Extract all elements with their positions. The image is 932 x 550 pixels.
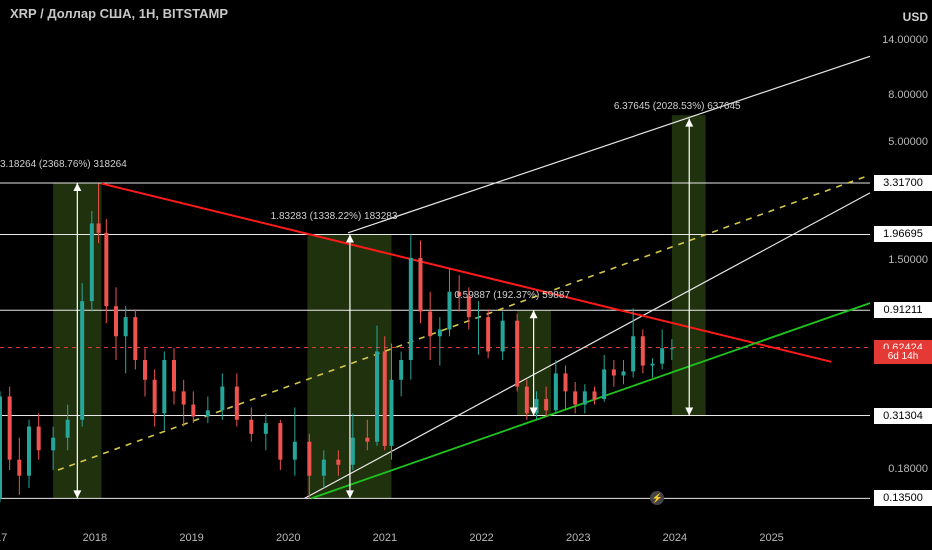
candle-body: [390, 380, 394, 446]
candle-body: [409, 258, 413, 360]
candle-body: [191, 405, 195, 417]
candle-body: [162, 360, 166, 413]
candle-body: [124, 317, 128, 336]
x-year-label: 2022: [469, 532, 493, 544]
ticker-label: XRP / Доллар США, 1Н, BITSTAMP: [10, 6, 228, 21]
candle-body: [651, 364, 655, 366]
candle-body: [206, 410, 210, 416]
candle-body: [153, 380, 157, 414]
candle-body: [220, 387, 224, 411]
price-tag: 0.13500: [874, 490, 932, 506]
candle-body: [583, 391, 587, 404]
candle-body: [365, 438, 369, 442]
candle-body: [264, 423, 268, 434]
y-tick-label: 5.00000: [888, 136, 928, 148]
x-year-label: 2019: [179, 532, 203, 544]
candle-body: [477, 317, 481, 318]
candle-body: [515, 321, 519, 387]
candle-body: [66, 420, 70, 438]
candle-body: [249, 420, 253, 434]
candle-body: [554, 373, 558, 410]
candle-body: [27, 427, 31, 476]
measure-annotation: 1.83283 (1338.22%) 183283: [271, 211, 398, 222]
candle-body: [351, 438, 355, 465]
y-tick-label: 14.00000: [882, 34, 928, 46]
candle-body: [622, 371, 626, 375]
candle-body: [525, 387, 529, 414]
candle-body: [114, 306, 118, 336]
candle-body: [573, 391, 577, 404]
x-year-label: 2021: [373, 532, 397, 544]
candle-body: [80, 301, 84, 420]
y-tick-label: 1.50000: [888, 254, 928, 266]
candle-body: [631, 336, 635, 371]
candle-body: [660, 348, 664, 363]
candle-body: [419, 258, 423, 312]
candle-body: [0, 396, 2, 498]
price-tag: 0.31304: [874, 408, 932, 424]
measure-annotation: 0.59887 (192.37%) 59887: [454, 290, 570, 301]
yellow-trend[interactable]: [58, 175, 870, 470]
chart-container[interactable]: XRP / Доллар США, 1Н, BITSTAMP USD 14.00…: [0, 0, 932, 550]
candle-body: [278, 423, 282, 460]
candle-body: [641, 336, 645, 365]
y-tick-label: 8.00000: [888, 89, 928, 101]
candle-body: [612, 369, 616, 375]
candle-body: [293, 442, 297, 460]
candle-body: [501, 321, 505, 352]
x-year-label: 2023: [566, 532, 590, 544]
x-year-label: 2020: [276, 532, 300, 544]
x-year-label: 2024: [663, 532, 687, 544]
candle-body: [235, 387, 239, 420]
candle-body: [336, 460, 340, 465]
candle-body: [399, 360, 403, 380]
candle-body: [486, 317, 490, 351]
candle-body: [383, 351, 387, 445]
price-tag: 6d 14h: [874, 349, 932, 364]
measure-annotation: 3.18264 (2368.76%) 318264: [0, 159, 127, 170]
candle-body: [17, 460, 21, 476]
price-tag: 3.31700: [874, 175, 932, 191]
channel-upper[interactable]: [348, 56, 870, 233]
candle-body: [143, 360, 147, 380]
candle-body: [438, 329, 442, 336]
x-year-label: 2018: [83, 532, 107, 544]
candle-body: [428, 312, 432, 337]
x-year-label: 2025: [759, 532, 783, 544]
candle-body: [8, 396, 12, 459]
candle-body: [133, 317, 137, 360]
y-axis: USD 14.00000 8.00000 5.00000 1.50000 0.18000…: [870, 0, 932, 510]
candle-body: [104, 233, 108, 306]
y-tick-label: 0.18000: [888, 463, 928, 475]
x-axis: 17 2018 2019 2020 2021 2022 2023 2024 2025: [0, 524, 870, 550]
candle-body: [97, 223, 101, 232]
candle-body: [602, 369, 606, 399]
x-year-label: 17: [0, 532, 7, 544]
candle-body: [322, 460, 326, 476]
candle-body: [593, 391, 597, 399]
candle-body: [670, 348, 674, 349]
currency-label: USD: [903, 10, 928, 24]
price-tag: 1.96695: [874, 226, 932, 242]
chart-plot[interactable]: [0, 0, 932, 550]
candle-body: [448, 292, 452, 330]
candle-body: [172, 360, 176, 391]
candle-body: [307, 442, 311, 476]
candle-body: [564, 373, 568, 391]
price-tag: 0.91211: [874, 302, 932, 318]
candle-body: [37, 427, 41, 451]
candle-body: [375, 351, 379, 441]
measure-annotation: 6.37645 (2028.53%) 637645: [614, 101, 741, 112]
candle-body: [544, 399, 548, 410]
candle-body: [182, 391, 186, 404]
candle-body: [51, 438, 55, 451]
candle-body: [90, 223, 94, 301]
support-trend[interactable]: [311, 303, 870, 498]
